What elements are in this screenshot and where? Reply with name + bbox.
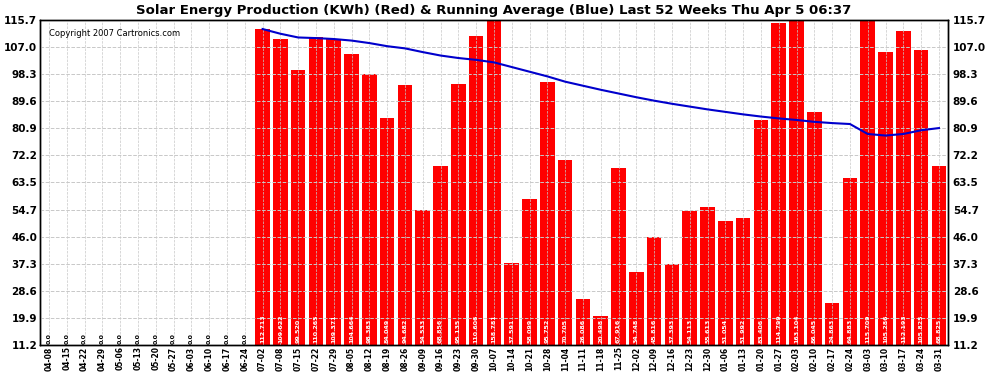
Bar [789, 0, 804, 345]
Bar [825, 303, 840, 345]
Bar [629, 272, 644, 345]
Bar [807, 112, 822, 345]
Bar [611, 168, 626, 345]
Text: 84.049: 84.049 [385, 318, 390, 343]
Text: 24.863: 24.863 [830, 318, 835, 343]
Bar [309, 37, 324, 345]
Text: 37.393: 37.393 [669, 318, 674, 343]
Bar [878, 52, 893, 345]
Text: 45.816: 45.816 [651, 318, 656, 343]
Bar [362, 74, 376, 345]
Bar [682, 211, 697, 345]
Text: 114.799: 114.799 [776, 314, 781, 343]
Text: Copyright 2007 Cartronics.com: Copyright 2007 Cartronics.com [50, 30, 180, 39]
Text: 105.286: 105.286 [883, 314, 888, 343]
Bar [932, 166, 946, 345]
Text: 0.0: 0.0 [82, 333, 87, 344]
Text: 115.709: 115.709 [865, 314, 870, 343]
Bar [860, 20, 875, 345]
Text: 112.713: 112.713 [260, 314, 265, 343]
Text: 95.752: 95.752 [544, 318, 549, 343]
Bar [896, 31, 911, 345]
Text: 0.0: 0.0 [243, 333, 248, 344]
Text: 37.591: 37.591 [509, 318, 514, 343]
Bar [327, 39, 342, 345]
Text: 0.0: 0.0 [136, 333, 141, 344]
Bar [771, 22, 786, 345]
Text: 104.664: 104.664 [349, 314, 354, 343]
Text: 0.0: 0.0 [189, 333, 194, 344]
Text: 51.992: 51.992 [741, 318, 745, 343]
Bar [345, 54, 358, 345]
Bar [487, 0, 501, 345]
Text: 20.498: 20.498 [598, 318, 603, 343]
Bar [753, 120, 768, 345]
Text: 0.0: 0.0 [171, 333, 176, 344]
Bar [664, 264, 679, 345]
Text: 110.606: 110.606 [473, 314, 478, 343]
Text: 83.406: 83.406 [758, 318, 763, 343]
Bar [914, 51, 929, 345]
Bar [291, 70, 306, 345]
Text: 86.045: 86.045 [812, 318, 817, 343]
Bar [842, 178, 857, 345]
Bar [575, 299, 590, 345]
Text: 0.0: 0.0 [47, 333, 51, 344]
Bar [380, 118, 394, 345]
Text: 105.825: 105.825 [919, 314, 924, 343]
Bar [736, 218, 750, 345]
Text: 99.520: 99.520 [296, 318, 301, 343]
Text: 110.265: 110.265 [314, 314, 319, 343]
Text: 55.613: 55.613 [705, 318, 710, 343]
Bar [593, 316, 608, 345]
Text: 64.883: 64.883 [847, 318, 852, 343]
Text: 112.193: 112.193 [901, 314, 906, 343]
Bar [273, 39, 288, 345]
Bar [541, 82, 554, 345]
Text: 54.113: 54.113 [687, 318, 692, 343]
Text: 163.104: 163.104 [794, 314, 799, 343]
Text: 0.0: 0.0 [118, 333, 123, 344]
Text: 51.054: 51.054 [723, 318, 728, 343]
Text: 70.705: 70.705 [562, 319, 567, 343]
Bar [451, 84, 465, 345]
Text: 67.916: 67.916 [616, 318, 621, 343]
Text: 158.781: 158.781 [491, 314, 496, 343]
Title: Solar Energy Production (KWh) (Red) & Running Average (Blue) Last 52 Weeks Thu A: Solar Energy Production (KWh) (Red) & Ru… [137, 4, 851, 17]
Text: 0.0: 0.0 [225, 333, 230, 344]
Text: 109.371: 109.371 [332, 314, 337, 343]
Bar [434, 166, 447, 345]
Text: 34.748: 34.748 [634, 318, 639, 343]
Text: 58.099: 58.099 [527, 318, 532, 343]
Text: 68.856: 68.856 [438, 318, 444, 343]
Text: 0.0: 0.0 [207, 333, 212, 344]
Bar [557, 160, 572, 345]
Text: 0.0: 0.0 [100, 333, 105, 344]
Bar [523, 199, 537, 345]
Bar [416, 210, 430, 345]
Text: 98.383: 98.383 [367, 318, 372, 343]
Text: 54.533: 54.533 [421, 318, 426, 343]
Bar [718, 221, 733, 345]
Text: 26.086: 26.086 [580, 318, 585, 343]
Bar [398, 85, 412, 345]
Bar [700, 207, 715, 345]
Text: 94.682: 94.682 [403, 318, 408, 343]
Bar [255, 29, 270, 345]
Text: 0.0: 0.0 [64, 333, 69, 344]
Text: 95.135: 95.135 [455, 318, 461, 343]
Text: 109.622: 109.622 [278, 314, 283, 343]
Bar [646, 237, 661, 345]
Text: 0.0: 0.0 [153, 333, 158, 344]
Bar [505, 263, 519, 345]
Bar [469, 36, 483, 345]
Text: 68.825: 68.825 [937, 318, 941, 343]
